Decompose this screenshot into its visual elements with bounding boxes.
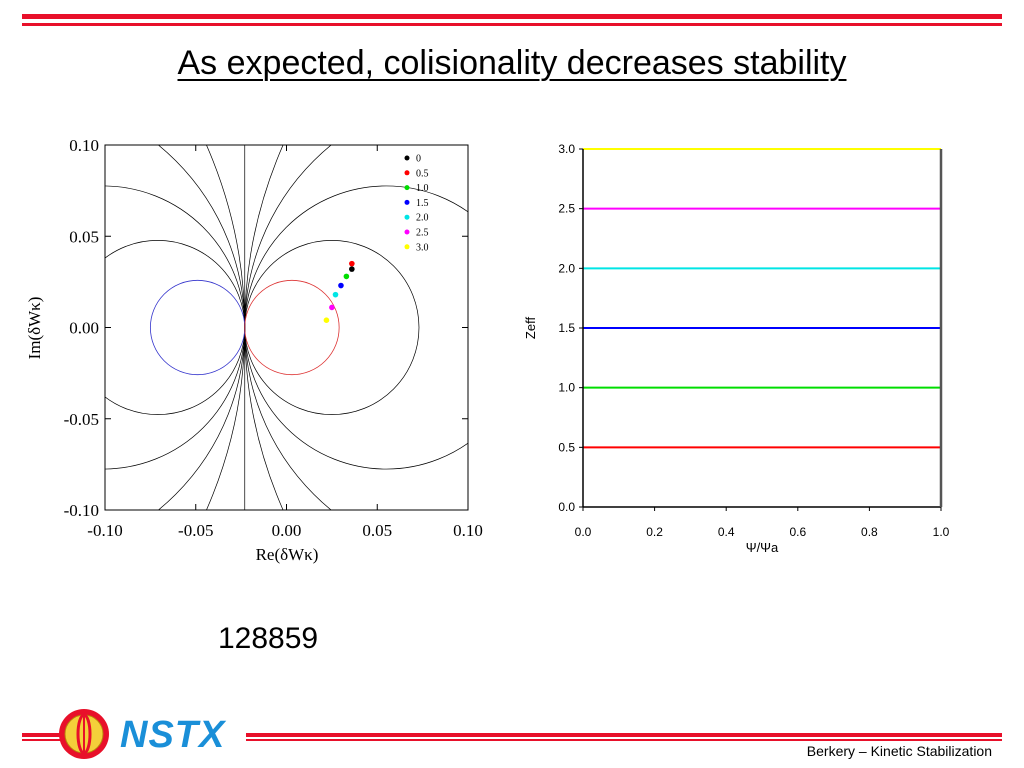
x-tick-label: 0.10 xyxy=(453,521,483,540)
y-tick-label: 0.05 xyxy=(69,227,99,246)
x-axis-label: Ψ/Ψa xyxy=(746,540,779,555)
contour-circle-right xyxy=(244,145,332,510)
legend-label: 1.5 xyxy=(416,198,429,209)
contour-circle-right xyxy=(244,145,284,510)
nstx-logo-text: NSTX xyxy=(120,714,226,756)
x-tick-label: -0.10 xyxy=(87,521,122,540)
y-axis-label: Zeff xyxy=(523,317,538,340)
footer-rule-left xyxy=(22,733,62,737)
legend-marker xyxy=(404,155,410,161)
data-point xyxy=(343,273,350,280)
legend-label: 2.5 xyxy=(416,228,429,239)
x-tick-label: 0.6 xyxy=(789,525,806,539)
zeff-profile-chart: 0.0 0.2 0.4 0.6 0.8 1.00.00.51.01.52.02.53.0 … xyxy=(523,142,950,555)
legend-label: 0.5 xyxy=(416,168,429,179)
legend-marker xyxy=(404,170,410,176)
x-tick-label: -0.05 xyxy=(178,521,213,540)
data-point xyxy=(329,304,335,311)
reference-circle xyxy=(244,279,340,376)
x-tick-label: 0.2 xyxy=(646,525,663,539)
legend-marker xyxy=(404,244,410,250)
contour-circle-right xyxy=(244,185,468,470)
x-tick-label: 1.0 xyxy=(933,525,950,539)
contour-circle-right xyxy=(244,240,420,415)
x-tick-label: 0.05 xyxy=(362,521,392,540)
x-tick-label: 0.00 xyxy=(272,521,302,540)
legend-marker xyxy=(404,199,410,205)
plot-frame xyxy=(104,144,469,511)
reference-circle xyxy=(149,279,246,376)
y-tick-label: 2.5 xyxy=(558,202,575,216)
x-tick-label: 0.8 xyxy=(861,525,878,539)
legend-label: 0 xyxy=(416,154,421,165)
y-tick-label: 1.5 xyxy=(558,321,575,335)
y-tick-label: 3.0 xyxy=(558,142,575,156)
header-rule-bottom xyxy=(22,23,1002,26)
y-tick-label: 0.5 xyxy=(558,440,575,454)
legend-label: 1.0 xyxy=(416,183,429,194)
y-tick-label: -0.10 xyxy=(64,501,99,520)
nstx-logo-icon xyxy=(59,709,109,759)
legend-label: 3.0 xyxy=(416,242,429,253)
x-axis-label: Re(δWκ) xyxy=(256,545,319,564)
data-point xyxy=(332,291,339,298)
footer-rule-right-thin xyxy=(246,739,1002,741)
y-tick-label: 1.0 xyxy=(558,381,575,395)
legend-marker xyxy=(404,185,410,191)
shot-number: 128859 xyxy=(218,622,319,655)
footer-caption: Berkery – Kinetic Stabilization xyxy=(806,743,992,759)
y-axis-label: Im(δWκ) xyxy=(25,297,44,360)
legend-marker xyxy=(404,229,410,235)
slide-title: As expected, colisionality decreases sta… xyxy=(177,44,847,82)
header-rule-top xyxy=(22,14,1002,19)
x-tick-label: 0.4 xyxy=(718,525,735,539)
data-point xyxy=(349,266,355,272)
footer-rule-left-thin xyxy=(22,739,62,741)
y-tick-label: -0.05 xyxy=(64,410,99,429)
x-tick-label: 0.0 xyxy=(575,525,592,539)
legend-marker xyxy=(404,214,410,220)
y-tick-label: 0.00 xyxy=(69,319,99,338)
y-tick-label: 2.0 xyxy=(558,261,575,275)
y-tick-label: 0.0 xyxy=(558,500,575,514)
legend-label: 2.0 xyxy=(416,213,429,224)
data-point xyxy=(338,282,344,289)
footer-rule-right xyxy=(246,733,1002,737)
data-point xyxy=(349,260,355,267)
y-tick-label: 0.10 xyxy=(69,136,99,155)
complex-plane-chart: -0.10 -0.05 0.00 0.05 0.10 0.10 0.05 0.00 -0.05 -… xyxy=(25,136,483,564)
data-point xyxy=(323,317,330,324)
